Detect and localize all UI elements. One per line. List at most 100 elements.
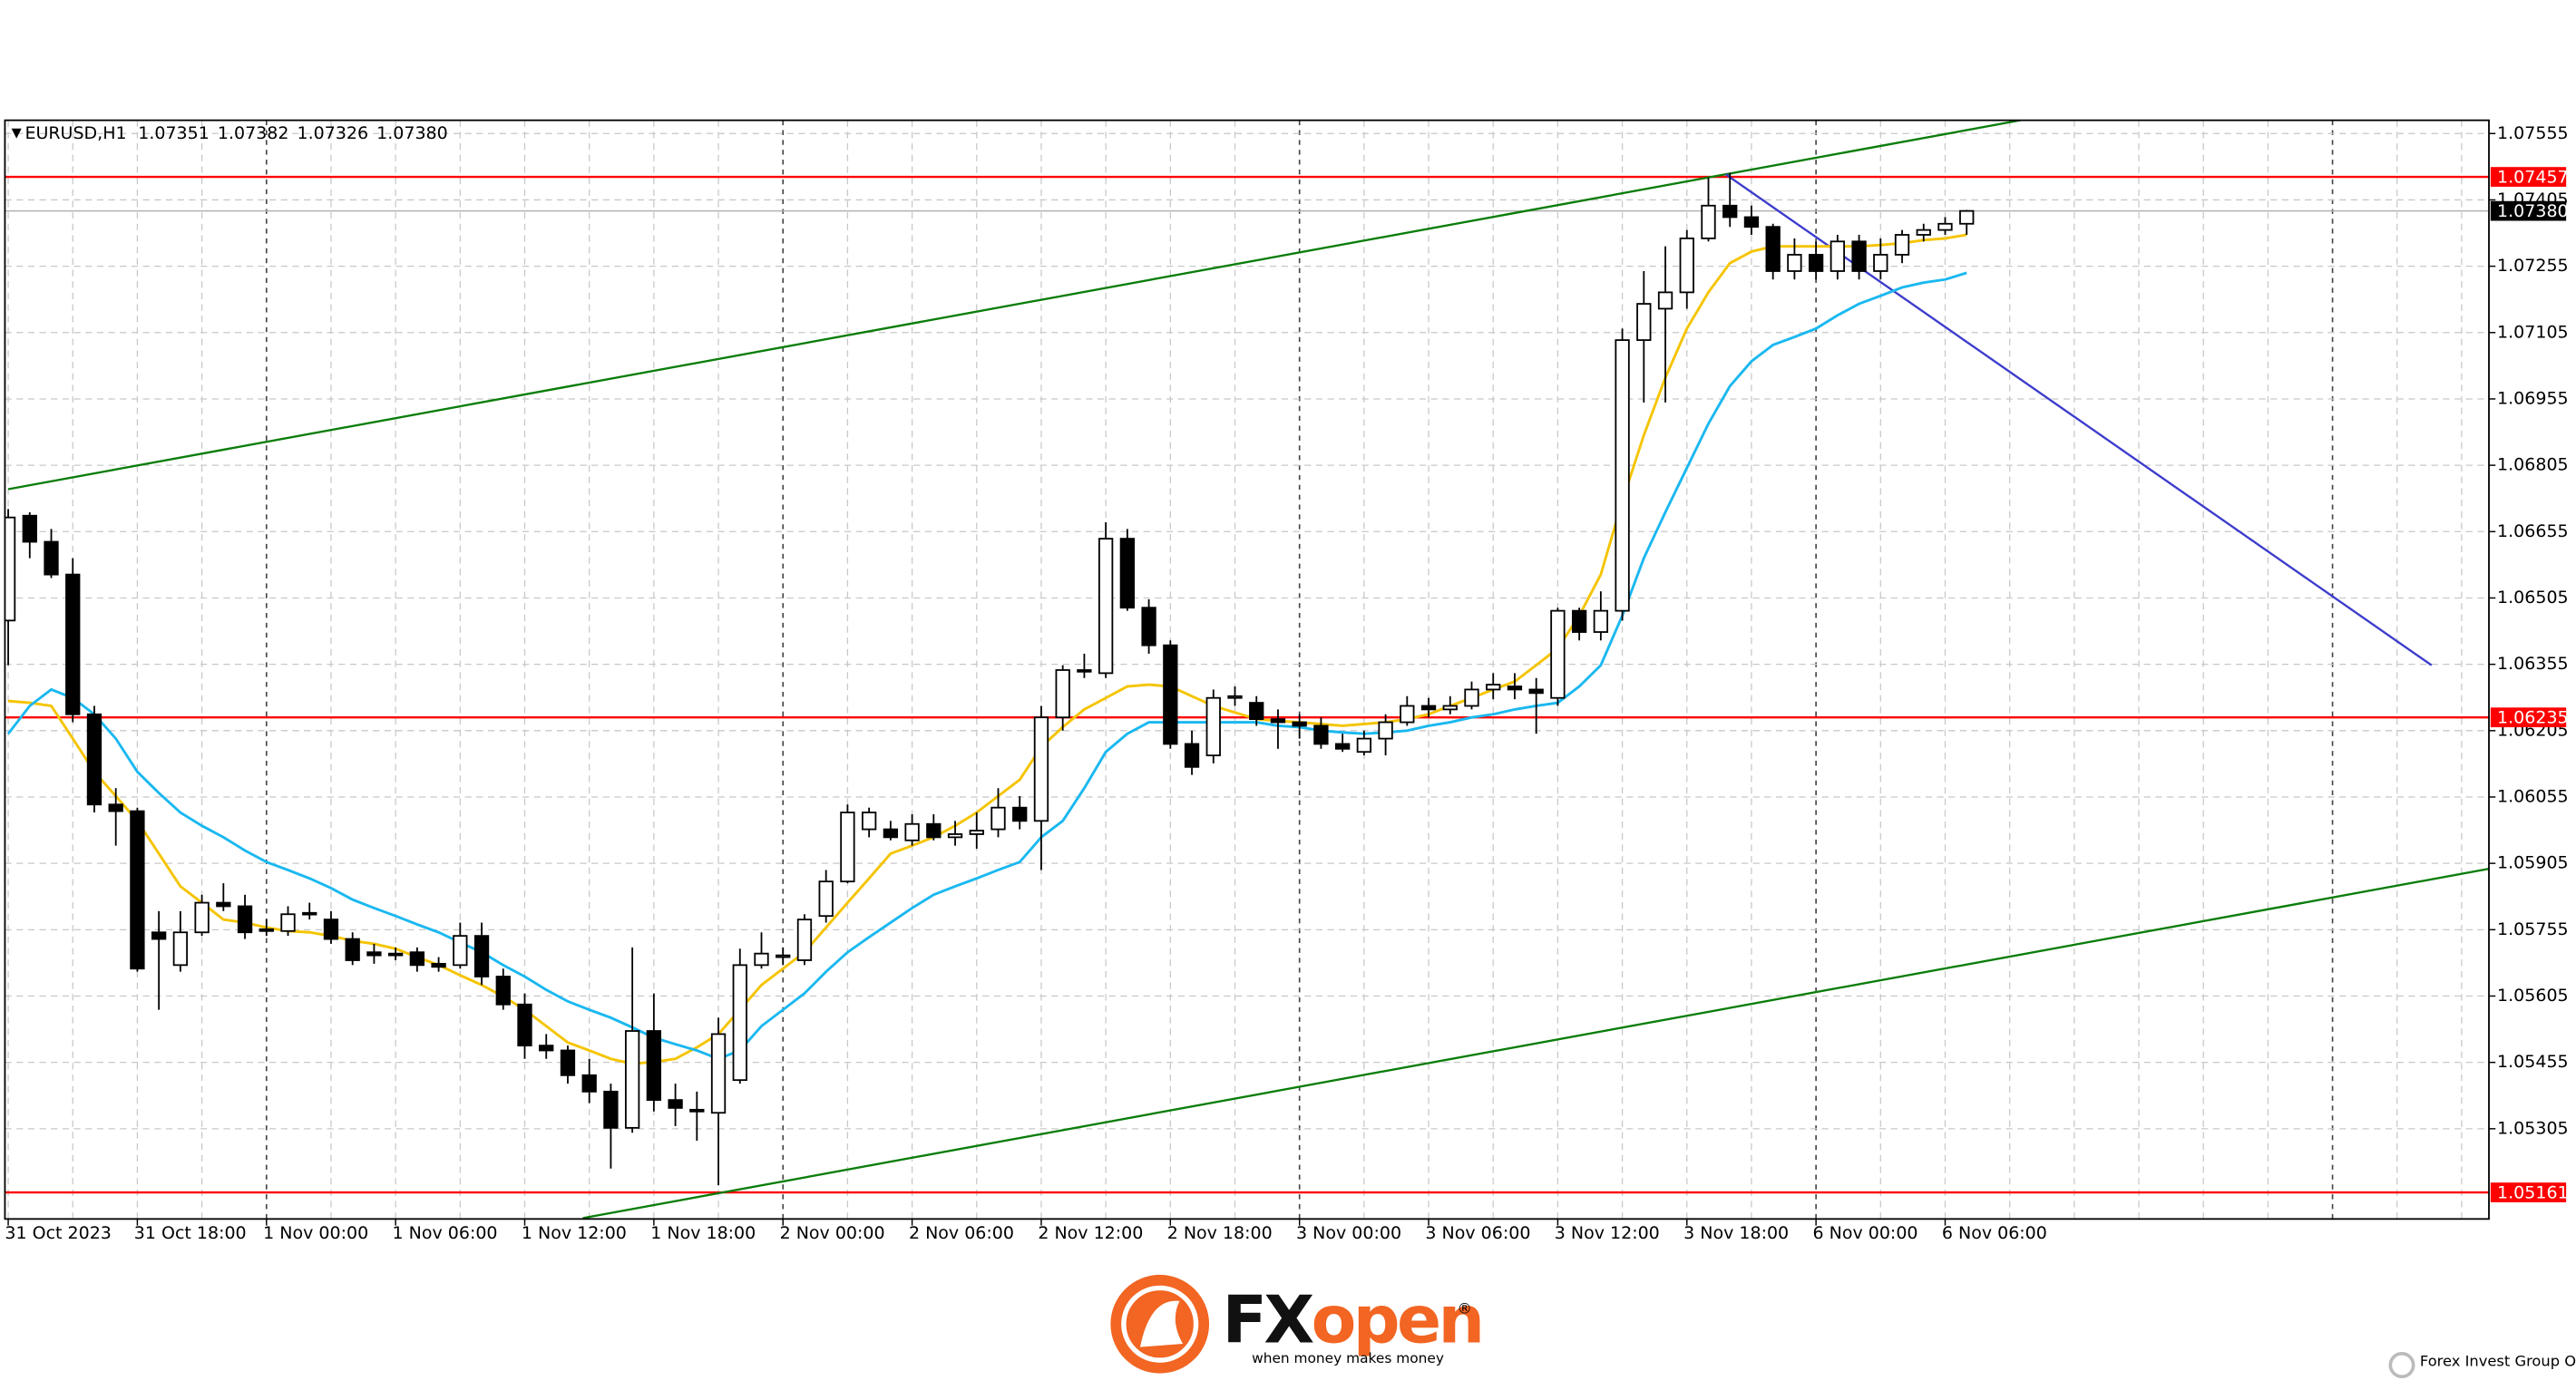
candle-body (732, 964, 747, 1082)
last-price-box (2490, 200, 2567, 221)
candle-body (216, 901, 231, 908)
candle-body (926, 822, 942, 839)
header-value: 1.07380 (376, 123, 448, 143)
y-tick-label: 1.06055 (2497, 786, 2569, 806)
candle-body (302, 911, 317, 916)
candle-body (1636, 303, 1652, 341)
y-tick-label: 1.07555 (2497, 123, 2569, 143)
candle-body (1528, 688, 1544, 695)
candle-body (796, 919, 813, 961)
y-tick-label: 1.06955 (2497, 388, 2569, 408)
candle-body (1679, 237, 1694, 294)
candle-body (5, 516, 16, 622)
candle-body (473, 935, 490, 977)
level-label-box (2490, 707, 2567, 728)
candle-body (1313, 724, 1329, 745)
candle-body (387, 952, 404, 957)
level-label: 1.05161 (2497, 1182, 2569, 1202)
logo-word: open (1312, 1282, 1482, 1358)
candle-body (237, 905, 253, 934)
logo-emblem-ring (1121, 1285, 1199, 1363)
x-tick-label: 3 Nov 00:00 (1296, 1223, 1401, 1243)
y-tick-label: 1.07105 (2497, 322, 2569, 342)
candle-body (861, 812, 877, 831)
logo-registered: ® (1458, 1299, 1472, 1317)
candle-body (86, 713, 102, 806)
candle-body (990, 806, 1006, 831)
candle-body (1098, 538, 1114, 675)
grid (5, 120, 2490, 1220)
candle-body (1334, 743, 1351, 750)
level-label: 1.06235 (2497, 708, 2569, 728)
candle-body (1937, 222, 1953, 231)
candle-body (1959, 209, 1975, 225)
candle-body (1571, 609, 1587, 633)
candle-body (1593, 609, 1609, 633)
candle-body (1830, 240, 1846, 272)
candle-body (345, 938, 360, 961)
y-tick-label: 1.06655 (2497, 521, 2569, 541)
candle-body (323, 919, 339, 940)
candle-body (1765, 226, 1781, 272)
y-tick-label: 1.05455 (2497, 1052, 2569, 1072)
candle-body (1486, 684, 1501, 691)
candle-body (130, 810, 145, 970)
candle-body (539, 1045, 554, 1052)
candle-body (1615, 339, 1630, 612)
y-tick-label: 1.05755 (2497, 919, 2569, 939)
trendline (7, 120, 2021, 491)
x-tick-label: 1 Nov 00:00 (263, 1223, 368, 1243)
candle-body (194, 901, 210, 934)
candle-body (624, 1030, 640, 1129)
candle-body (646, 1030, 662, 1102)
candle-body (840, 812, 855, 883)
candle-body (1722, 204, 1738, 219)
x-tick-label: 2 Nov 18:00 (1167, 1223, 1273, 1243)
candle-body (1873, 254, 1888, 272)
watermark-icon (2388, 1352, 2415, 1379)
candle-body (517, 1003, 532, 1047)
x-tick-label: 2 Nov 06:00 (909, 1223, 1014, 1243)
header: ▼ EURUSD,H1 1.07351 1.07382 1.07326 1.07380 (12, 123, 448, 143)
candle-body (1420, 705, 1437, 711)
candle-body (1851, 240, 1867, 272)
candle-body (1141, 607, 1156, 647)
candle-body (1916, 228, 1931, 236)
watermark: Forex Invest Group OU (2388, 1352, 2576, 1379)
x-tick-label: 31 Oct 18:00 (134, 1223, 247, 1243)
candle-body (151, 931, 167, 940)
candle-body (1227, 695, 1243, 699)
candle-body (1808, 254, 1824, 272)
candle-body (1270, 718, 1286, 724)
candle-body (366, 951, 382, 957)
candle-body (1077, 669, 1092, 673)
x-tick-label: 6 Nov 00:00 (1813, 1223, 1918, 1243)
moving-average (6, 271, 1967, 1061)
candle-body (172, 931, 189, 967)
candle-body (431, 962, 446, 968)
candle-body (1356, 737, 1372, 753)
candle-body (883, 828, 899, 839)
logo-text: FXopen (1223, 1282, 1482, 1358)
plot-frame (4, 119, 2490, 1220)
candle-body (22, 514, 37, 543)
candle-body (259, 928, 274, 932)
y-tick-label: 1.05605 (2497, 986, 2569, 1006)
candle-body (1550, 609, 1566, 699)
x-tick-label: 2 Nov 00:00 (780, 1223, 885, 1243)
last-price-label: 1.07380 (2497, 201, 2569, 221)
candle-body (947, 833, 963, 839)
candle-body (710, 1033, 727, 1114)
candle-body (818, 880, 834, 918)
axis: 1.075551.074051.072551.071051.069551.068… (5, 123, 2568, 1243)
header-value: 1.07382 (218, 123, 289, 143)
candle-body (969, 830, 984, 835)
level-label-box (2490, 167, 2567, 187)
candle-body (1701, 204, 1716, 239)
candle-body (1184, 743, 1200, 768)
candle-body (904, 822, 920, 841)
x-tick-label: 1 Nov 18:00 (650, 1223, 756, 1243)
level-label-box (2490, 1182, 2567, 1202)
